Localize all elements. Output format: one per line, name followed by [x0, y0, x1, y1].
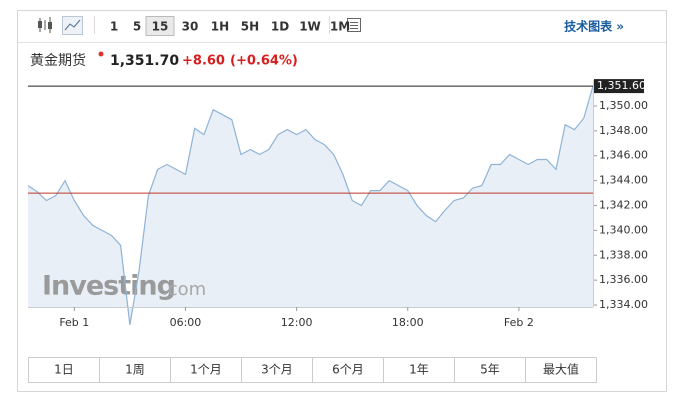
range-label: 5年 [480, 363, 500, 377]
interval-button[interactable]: 1H [211, 20, 229, 34]
interval-button[interactable]: 30 [182, 20, 199, 34]
watermark-domain: .com [162, 279, 206, 300]
line-icon [64, 19, 81, 31]
range-label: 最大值 [543, 362, 579, 377]
range-button[interactable] [383, 357, 455, 383]
range-label: 3个月 [261, 363, 293, 377]
y-tick-label: 1,334.00 [599, 298, 648, 311]
watermark-brand: Investing [42, 271, 175, 302]
range-label: 1周 [125, 363, 145, 377]
price: 1,351.70 [110, 53, 179, 69]
y-tick-label: 1,346.00 [599, 149, 648, 162]
interval-button[interactable]: 5H [241, 20, 259, 34]
range-button[interactable] [170, 357, 242, 383]
instrument-name: 黄金期货 [30, 52, 86, 69]
interval-button[interactable]: 5 [133, 20, 141, 34]
range-button[interactable] [28, 357, 100, 383]
range-button[interactable] [241, 357, 313, 383]
range-label: 1日 [54, 363, 74, 377]
x-tick-label: Feb 1 [59, 316, 89, 329]
change: +8.60 [182, 54, 225, 69]
settings-icon[interactable] [347, 18, 361, 32]
interval-button[interactable]: 15 [152, 20, 169, 34]
y-tick-label: 1,348.00 [599, 124, 648, 137]
price-line [27, 85, 594, 325]
y-tick-label: 1,344.00 [599, 174, 648, 187]
x-tick-label: 06:00 [170, 316, 202, 329]
price-tag [594, 79, 644, 94]
range-button[interactable] [99, 357, 171, 383]
area-fill [28, 86, 593, 325]
interval-button[interactable]: 1 [110, 20, 118, 34]
y-tick-label: 1,340.00 [599, 223, 648, 236]
interval-button[interactable]: 1D [271, 20, 289, 34]
tech-chart-link[interactable]: 技术图表 » [564, 19, 624, 34]
change-pct: (+0.64%) [230, 54, 298, 69]
y-tick-label: 1,338.00 [599, 248, 648, 261]
price-tag-label: 1,351.60 [597, 79, 646, 92]
x-tick-label: 12:00 [281, 316, 313, 329]
x-tick-label: Feb 2 [504, 316, 534, 329]
x-tick-label: 18:00 [392, 316, 424, 329]
live-dot [98, 51, 104, 57]
interval-active [145, 16, 175, 36]
candle-icon[interactable] [38, 17, 52, 33]
y-tick-label: 1,350.00 [599, 99, 648, 112]
interval-button[interactable]: 1M [330, 20, 350, 34]
range-button[interactable] [525, 357, 597, 383]
y-tick-label: 1,336.00 [599, 273, 648, 286]
range-button[interactable] [454, 357, 526, 383]
interval-button[interactable]: 1W [299, 20, 321, 34]
y-tick-label: 1,342.00 [599, 199, 648, 212]
range-label: 1年 [409, 363, 429, 377]
range-label: 1个月 [190, 363, 222, 377]
range-label: 6个月 [332, 363, 364, 377]
